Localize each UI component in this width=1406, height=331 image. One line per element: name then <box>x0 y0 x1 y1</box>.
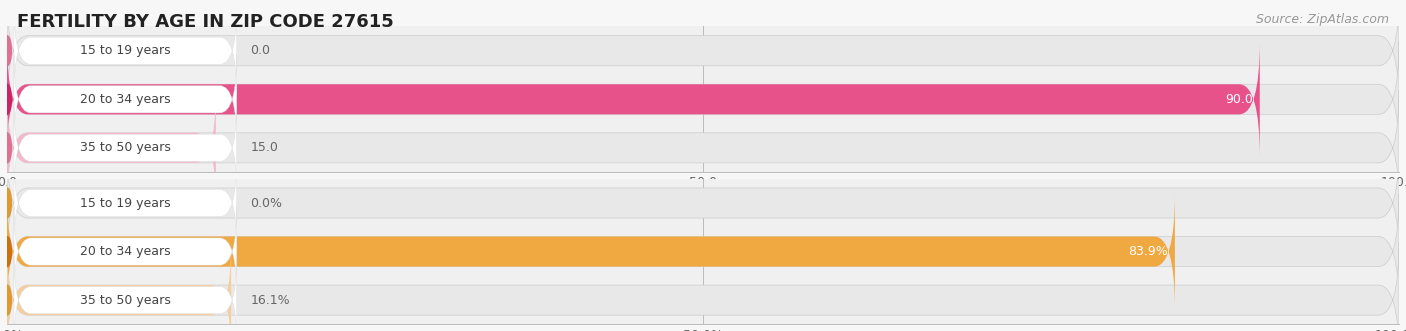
FancyBboxPatch shape <box>7 90 217 206</box>
Circle shape <box>3 237 11 266</box>
Circle shape <box>3 133 11 163</box>
FancyBboxPatch shape <box>7 194 1399 309</box>
FancyBboxPatch shape <box>14 6 236 95</box>
Circle shape <box>3 84 11 114</box>
FancyBboxPatch shape <box>7 242 1399 331</box>
Text: 15.0: 15.0 <box>250 141 278 154</box>
Circle shape <box>3 188 11 218</box>
FancyBboxPatch shape <box>14 55 236 144</box>
Text: 0.0%: 0.0% <box>250 197 283 210</box>
FancyBboxPatch shape <box>7 194 1175 309</box>
FancyBboxPatch shape <box>14 103 236 193</box>
FancyBboxPatch shape <box>7 242 231 331</box>
FancyBboxPatch shape <box>14 158 236 248</box>
Text: 90.0: 90.0 <box>1225 93 1253 106</box>
Text: Source: ZipAtlas.com: Source: ZipAtlas.com <box>1256 13 1389 26</box>
Text: 20 to 34 years: 20 to 34 years <box>80 93 170 106</box>
Text: 15 to 19 years: 15 to 19 years <box>80 197 170 210</box>
Text: 83.9%: 83.9% <box>1128 245 1168 258</box>
Text: 35 to 50 years: 35 to 50 years <box>80 294 170 307</box>
FancyBboxPatch shape <box>7 41 1399 157</box>
Text: 35 to 50 years: 35 to 50 years <box>80 141 170 154</box>
FancyBboxPatch shape <box>14 207 236 296</box>
Circle shape <box>3 285 11 315</box>
FancyBboxPatch shape <box>7 41 1260 157</box>
FancyBboxPatch shape <box>14 256 236 331</box>
Text: 16.1%: 16.1% <box>250 294 290 307</box>
Text: 0.0: 0.0 <box>250 44 270 57</box>
Text: 20 to 34 years: 20 to 34 years <box>80 245 170 258</box>
FancyBboxPatch shape <box>7 145 1399 261</box>
FancyBboxPatch shape <box>7 90 1399 206</box>
Text: 15 to 19 years: 15 to 19 years <box>80 44 170 57</box>
Circle shape <box>3 36 11 66</box>
FancyBboxPatch shape <box>7 0 1399 109</box>
Text: FERTILITY BY AGE IN ZIP CODE 27615: FERTILITY BY AGE IN ZIP CODE 27615 <box>17 13 394 31</box>
